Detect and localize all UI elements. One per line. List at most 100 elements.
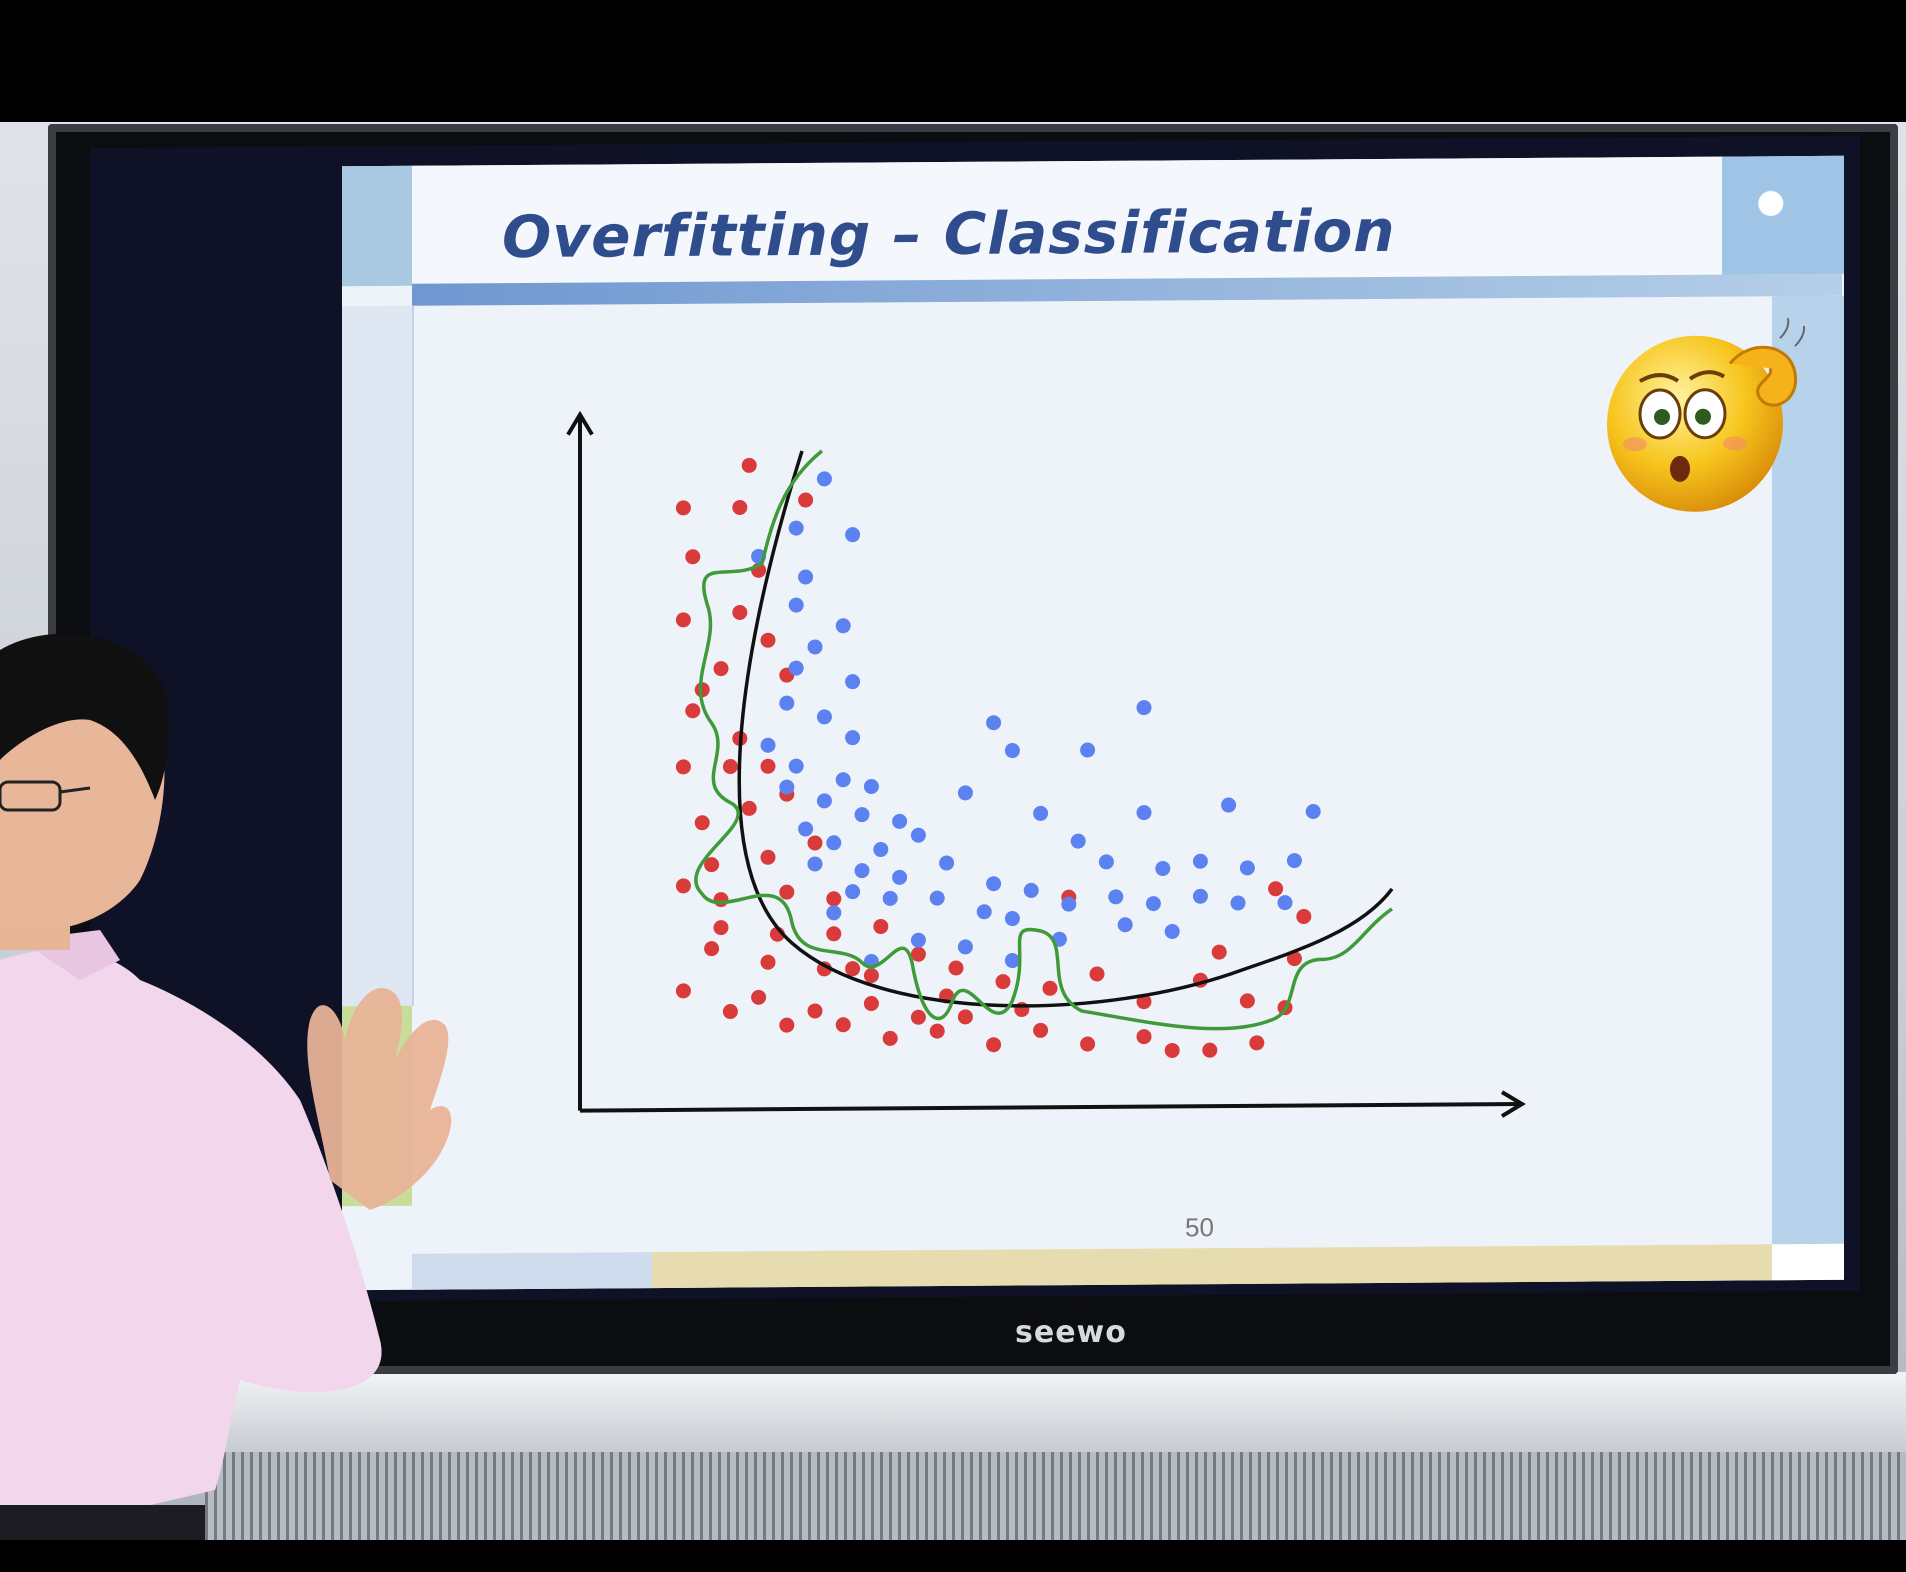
red-data-point (751, 989, 767, 1005)
red-data-point (1136, 994, 1152, 1010)
red-data-point (722, 1004, 738, 1020)
blue-data-point (816, 793, 832, 809)
data-points (675, 457, 1321, 1058)
presenter-hand (307, 988, 452, 1210)
red-data-point (1239, 993, 1255, 1009)
blue-data-point (882, 890, 898, 906)
classification-plot (566, 410, 1526, 1118)
blue-data-point (986, 876, 1002, 892)
blue-data-point (957, 939, 973, 955)
red-data-point (760, 849, 776, 865)
red-data-point (863, 996, 879, 1012)
red-data-point (807, 835, 823, 851)
red-data-point (732, 499, 748, 515)
red-data-point (713, 661, 729, 677)
blue-data-point (779, 779, 795, 795)
blue-data-point (1070, 833, 1086, 849)
display-screen: Overfitting – Classification 50 (90, 135, 1860, 1304)
blue-data-point (845, 527, 861, 543)
blue-data-point (892, 813, 908, 829)
red-data-point (704, 941, 720, 957)
red-data-point (986, 1037, 1002, 1053)
blue-data-point (1004, 953, 1020, 969)
screen-brand-logo: seewo (1015, 1315, 1127, 1350)
red-data-point (1164, 1042, 1180, 1058)
blue-data-point (1239, 860, 1255, 876)
red-data-point (675, 500, 691, 516)
blue-data-point (957, 785, 973, 801)
red-data-point (741, 800, 757, 816)
red-data-point (1249, 1035, 1265, 1051)
red-data-point (826, 926, 842, 942)
red-data-point (882, 1030, 898, 1046)
blue-data-point (788, 660, 804, 676)
red-data-point (1080, 1036, 1096, 1052)
x-axis (580, 1090, 1526, 1118)
presenter-hair (0, 633, 170, 800)
red-data-point (863, 968, 879, 984)
blue-data-point (826, 905, 842, 921)
red-data-point (910, 1009, 926, 1025)
presentation-slide: Overfitting – Classification 50 (342, 155, 1844, 1291)
red-data-point (798, 492, 814, 508)
red-data-point (1033, 1022, 1049, 1038)
blue-data-point (816, 709, 832, 725)
blue-data-point (1033, 805, 1049, 821)
blue-data-point (892, 869, 908, 885)
blue-data-point (1145, 896, 1161, 912)
red-data-point (929, 1023, 945, 1039)
red-data-point (1136, 1029, 1152, 1045)
blue-data-point (1164, 923, 1180, 939)
red-data-point (675, 983, 691, 999)
blue-data-point (1221, 797, 1237, 813)
red-data-point (948, 960, 964, 976)
red-data-point (995, 974, 1011, 990)
presenter-glasses (0, 780, 91, 812)
red-data-point (826, 891, 842, 907)
blue-data-point (845, 884, 861, 900)
confused-emoji-icon (1607, 317, 1806, 512)
red-data-point (675, 612, 691, 628)
red-data-point (1211, 944, 1227, 960)
blue-data-point (798, 569, 814, 585)
blue-data-point (807, 856, 823, 872)
blue-data-point (910, 932, 926, 948)
blue-data-point (1061, 896, 1077, 912)
red-data-point (779, 1017, 795, 1033)
blue-data-point (1155, 861, 1171, 877)
blue-data-point (1277, 895, 1293, 911)
red-data-point (760, 954, 776, 970)
red-data-point (910, 946, 926, 962)
blue-data-point (788, 758, 804, 774)
blue-data-point (1136, 700, 1152, 716)
blue-data-point (1136, 805, 1152, 821)
smooth-decision-boundary (737, 450, 1394, 1008)
blue-data-point (854, 807, 870, 823)
blue-data-point (845, 674, 861, 690)
red-data-point (957, 1009, 973, 1025)
blue-data-point (1004, 911, 1020, 927)
red-data-point (760, 758, 776, 774)
blue-data-point (835, 772, 851, 788)
blue-data-point (986, 715, 1002, 731)
blue-data-point (873, 841, 889, 857)
red-data-point (1089, 966, 1105, 982)
blue-data-point (863, 779, 879, 795)
blue-data-point (1192, 888, 1208, 904)
blue-data-point (835, 618, 851, 634)
red-data-point (741, 457, 757, 473)
speaker-grille (205, 1452, 1906, 1540)
blue-data-point (1286, 853, 1302, 869)
blue-data-point (760, 737, 776, 753)
letterbox-top (0, 0, 1906, 122)
blue-data-point (939, 855, 955, 871)
blue-data-point (929, 890, 945, 906)
blue-data-point (1080, 742, 1096, 758)
red-data-point (779, 884, 795, 900)
red-data-point (1286, 951, 1302, 967)
board-tray (150, 1372, 1906, 1452)
red-data-point (760, 632, 776, 648)
blue-data-point (807, 639, 823, 655)
